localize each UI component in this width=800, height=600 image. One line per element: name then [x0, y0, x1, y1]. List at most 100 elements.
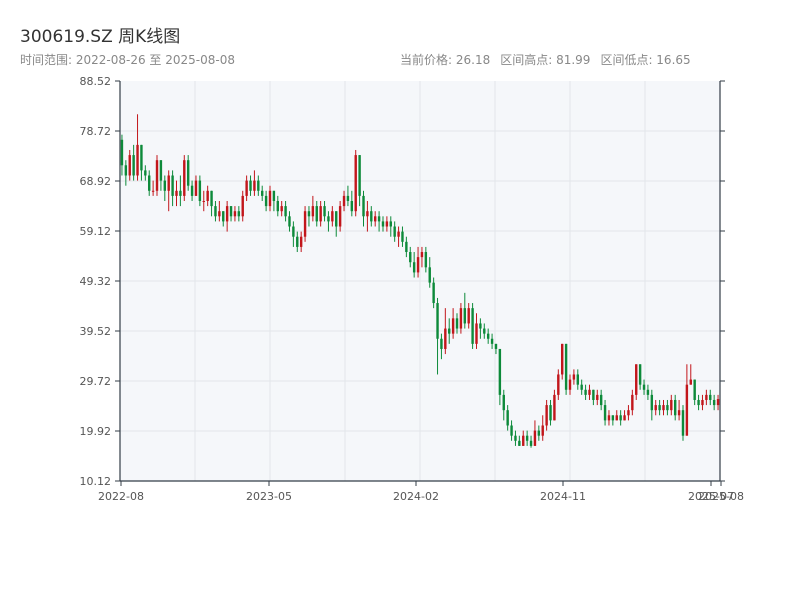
candle: [354, 149, 357, 217]
candle-body: [432, 282, 435, 304]
candle: [268, 185, 272, 212]
candle-body: [638, 364, 642, 385]
candle: [148, 170, 151, 196]
candle: [603, 399, 607, 426]
candle-body: [420, 252, 424, 258]
candle-body: [522, 435, 525, 446]
candle: [607, 410, 611, 426]
candle-body: [249, 180, 252, 191]
candle: [592, 389, 595, 406]
candle: [167, 170, 170, 212]
candle-body: [163, 180, 167, 191]
candle-body: [615, 415, 618, 421]
candle-body: [389, 221, 392, 227]
candle: [175, 180, 178, 207]
candle: [549, 399, 552, 426]
x-tick-label: 2025-08: [698, 490, 744, 503]
candle-body: [233, 211, 237, 217]
candle: [144, 165, 147, 181]
candle-body: [307, 211, 311, 217]
candle: [296, 231, 299, 253]
candle-body: [631, 394, 634, 411]
candle: [163, 175, 167, 201]
candle: [397, 226, 400, 247]
candle: [498, 348, 502, 406]
candle-body: [124, 165, 128, 176]
candle: [455, 313, 459, 334]
candle: [459, 303, 463, 334]
candle-body: [623, 415, 626, 421]
range-high-label: 区间高点: 81.99: [500, 53, 591, 67]
candle: [338, 201, 342, 232]
candle: [183, 155, 186, 201]
candle: [233, 206, 237, 222]
candle-body: [436, 303, 439, 339]
candle-body: [377, 216, 381, 222]
candle-body: [518, 440, 521, 446]
candle-body: [257, 180, 260, 191]
candle: [194, 175, 198, 196]
candle-body: [373, 216, 377, 222]
candle-body: [175, 190, 178, 196]
candle-body: [288, 216, 291, 227]
candle: [280, 201, 283, 217]
candle-body: [502, 394, 505, 411]
candle-body: [494, 343, 498, 349]
y-tick-label: 39.52: [80, 325, 112, 338]
candle-body: [444, 328, 447, 349]
candle: [631, 389, 634, 416]
candle-body: [607, 415, 611, 421]
y-tick-label: 59.12: [80, 225, 112, 238]
candle-body: [479, 323, 482, 329]
candle-body: [198, 180, 202, 201]
candle-body: [533, 430, 537, 446]
grid-lines: [120, 81, 720, 481]
y-tick-label: 10.12: [80, 475, 112, 488]
candle: [245, 175, 248, 201]
candle-body: [190, 185, 194, 196]
candle-body: [214, 206, 217, 217]
y-tick-label: 19.92: [80, 425, 112, 438]
candle-body: [689, 379, 692, 385]
candle-body: [241, 195, 244, 217]
candle-body: [619, 415, 622, 421]
candle: [662, 399, 665, 416]
candle: [576, 369, 579, 390]
candle: [377, 211, 381, 232]
candle: [210, 190, 213, 217]
candle-body: [206, 190, 209, 201]
x-tick-label: 2025-07: [688, 490, 734, 503]
candle: [564, 343, 568, 395]
candle-body: [448, 328, 451, 334]
candle-body: [424, 252, 428, 268]
candle-body: [611, 415, 615, 421]
candle: [362, 190, 365, 227]
candle: [432, 277, 435, 309]
candle-body: [272, 190, 276, 201]
candle: [307, 206, 311, 227]
candle-body: [529, 440, 533, 446]
candle: [323, 201, 326, 222]
candle: [416, 246, 420, 278]
candle: [654, 399, 657, 416]
candle: [467, 303, 470, 329]
candle: [214, 201, 217, 222]
candle-body: [120, 139, 124, 166]
candle: [190, 180, 194, 201]
candle: [412, 252, 416, 278]
candle: [599, 389, 603, 411]
candle: [545, 399, 548, 431]
candle-body: [506, 410, 509, 426]
candle-body: [697, 399, 700, 406]
candle: [553, 389, 556, 421]
candle-body: [658, 405, 661, 411]
candle-body: [397, 231, 400, 237]
candle: [638, 364, 642, 390]
candle: [299, 231, 303, 253]
candle-body: [650, 394, 654, 411]
candle-body: [366, 211, 369, 217]
candle-body: [685, 384, 689, 436]
candle-body: [537, 430, 541, 436]
candle-body: [136, 144, 139, 176]
